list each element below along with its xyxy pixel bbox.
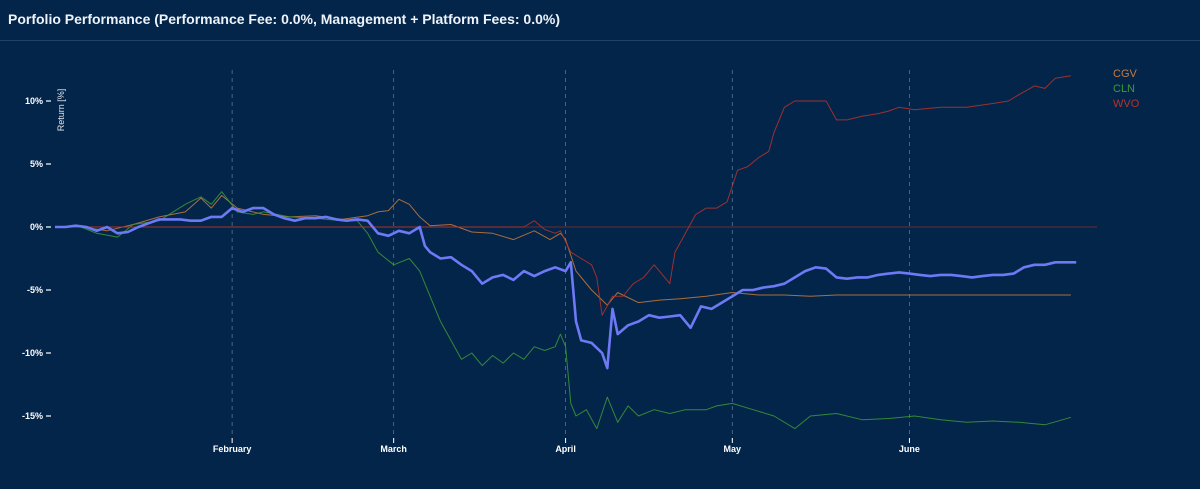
x-tick-label: March	[380, 444, 407, 454]
y-tick-label: 0%	[30, 222, 43, 232]
x-tick-label: May	[724, 444, 742, 454]
y-tick-label: -5%	[27, 285, 43, 295]
y-tick-label: 5%	[30, 159, 43, 169]
chart-title: Porfolio Performance (Performance Fee: 0…	[8, 11, 561, 27]
x-tick-label: February	[213, 444, 252, 454]
legend-entry-wvo: WVO	[1113, 98, 1140, 110]
panel-header: Porfolio Performance (Performance Fee: 0…	[0, 0, 1200, 41]
series-line-cln	[55, 191, 1072, 430]
series-line-cgv	[55, 195, 1071, 306]
y-tick-label: -10%	[22, 348, 43, 358]
x-tick-label: June	[899, 444, 920, 454]
legend-entry-cgv: CGV	[1113, 68, 1138, 80]
series-line-wvo	[55, 75, 1071, 316]
x-tick-label: April	[555, 444, 576, 454]
y-tick-label: 10%	[25, 96, 43, 106]
series-line-portfolio	[55, 206, 1077, 370]
legend-entry-cln: CLN	[1113, 83, 1135, 95]
y-tick-label: -15%	[22, 411, 43, 421]
y-axis-label: Return [%]	[56, 89, 66, 132]
